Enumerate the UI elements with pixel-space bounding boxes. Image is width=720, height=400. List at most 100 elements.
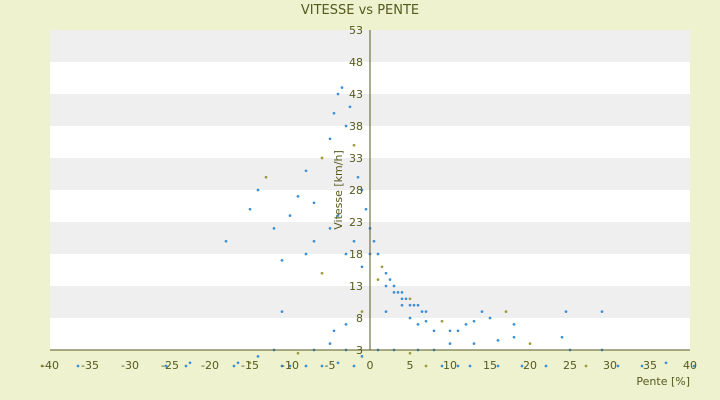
scatter-point [384,310,388,313]
scatter-point [664,361,668,365]
scatter-point [352,239,356,243]
scatter-point [496,364,500,368]
scatter-point [424,310,428,313]
scatter-point [416,323,420,326]
scatter-point [332,111,336,115]
scatter-point [344,252,348,256]
y-tick-label: 33 [349,152,363,165]
y-tick-label: 3 [356,344,363,357]
scatter-point [544,364,548,368]
x-tick-label: 40 [683,359,697,372]
scatter-point [400,297,404,301]
scatter-point [280,364,284,368]
scatter-point [448,342,452,345]
scatter-point [448,329,452,333]
scatter-point [280,310,284,313]
y-tick-label: 23 [349,216,363,229]
x-tick-label: 0 [367,359,374,372]
x-tick-label: 15 [483,359,497,372]
axes [50,30,690,351]
scatter-point [416,303,420,307]
scatter-point [360,355,364,358]
scatter-point [304,252,308,256]
scatter-point [384,284,388,288]
scatter-point [296,195,300,198]
scatter-point [320,156,324,160]
scatter-point [232,364,236,368]
scatter-point [40,364,44,368]
scatter-point [344,323,348,326]
scatter-point [412,303,416,307]
scatter-point [560,335,564,339]
scatter-point [376,278,380,281]
scatter-point [288,364,292,368]
scatter-point [564,310,568,313]
scatter-point [408,351,412,355]
scatter-point [256,355,260,358]
scatter-point [400,291,404,294]
scatter-point [520,364,524,368]
x-tick-label: -10 [281,359,299,372]
scatter-point [388,278,392,281]
scatter-point [528,342,532,345]
scatter-point [512,335,516,339]
scatter-point [356,175,360,179]
scatter-point [440,319,444,323]
y-tick-label: 53 [349,24,363,37]
scatter-point [248,361,252,365]
scatter-point [408,316,412,320]
scatter-point [456,364,460,368]
x-tick-label: 35 [643,359,657,372]
scatter-point [340,86,344,89]
scatter-point [396,291,400,294]
scatter-point [392,284,396,288]
scatter-point [420,310,424,313]
scatter-point [400,303,404,307]
y-tick-label: 8 [356,312,363,325]
scatter-point [472,342,476,345]
y-tick-label: 43 [349,88,363,101]
scatter-point [472,319,476,323]
x-tick-label: -20 [201,359,219,372]
scatter-point [336,361,340,365]
x-tick-label: -40 [41,359,59,372]
scatter-point [512,323,516,326]
scatter-point [312,201,316,205]
scatter-point [352,364,356,368]
scatter-point [408,303,412,307]
scatter-point [184,364,188,368]
scatter-point [384,271,388,275]
y-tick-label: 38 [349,120,363,133]
scatter-point [264,175,268,179]
scatter-point [304,169,308,173]
x-tick-label: 10 [443,359,457,372]
scatter-point [464,323,468,326]
x-axis-label: Pente [%] [636,375,690,388]
scatter-point [348,105,352,109]
x-tick-labels: -40 -35 -30 -25 -20 -15 -10 -5 0 5 10 15 20 25 30 35 40 [41,359,697,372]
scatter-point [404,297,408,301]
scatter-point [372,239,376,243]
y-axis-label: Vitesse [km/h] [332,150,345,230]
scatter-point [364,207,368,211]
scatter-point [424,319,428,323]
y-tick-label: 13 [349,280,363,293]
scatter-point [332,329,336,333]
scatter-point [600,310,604,313]
scatter-point [76,364,80,368]
y-tick-label: 28 [349,184,363,197]
scatter-point [440,364,444,368]
scatter-point [496,339,500,342]
scatter-point [328,227,332,230]
scatter-point [352,143,356,147]
x-tick-label: 5 [407,359,414,372]
scatter-point [480,310,484,313]
scatter-point [328,342,332,345]
x-tick-label: 20 [523,359,537,372]
scatter-point [224,239,228,243]
scatter-point [408,297,412,301]
scatter-point [288,214,292,217]
x-tick-label: -30 [121,359,139,372]
